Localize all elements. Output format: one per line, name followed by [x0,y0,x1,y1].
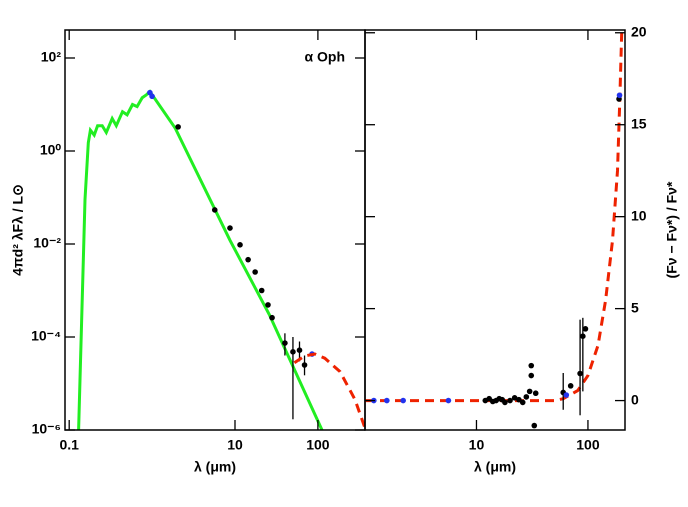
data-point [237,242,243,248]
y-tick-label: 20 [631,23,647,39]
data-point [523,394,530,400]
fit-curve [365,32,624,403]
x-axis-label: λ (μm) [474,459,516,475]
data-point [532,390,539,397]
data-point [400,397,406,404]
y-tick-label: 5 [631,299,639,315]
y-tick-label: 0 [631,391,639,407]
panel-frame [64,29,366,431]
data-point [445,397,452,404]
data-point [580,333,586,340]
data-point [290,349,296,355]
data-point [511,395,518,401]
data-point [252,269,258,275]
panel-frame [364,29,626,431]
data-point [175,124,181,130]
y-tick-label: 10 [631,207,647,223]
data-point [567,383,574,389]
data-point [528,372,535,379]
data-point [577,370,583,377]
x-tick-label: 10 [227,437,243,453]
y-tick-label: 10⁰ [40,142,62,158]
data-point [227,225,233,231]
plot-area [365,32,624,429]
y-tick-label: 10² [41,49,62,65]
y-tick-label: 10⁻² [33,235,61,251]
fit-curve [293,352,365,429]
panel: 10 100 0 5 10 15 20 λ (μm) (Fν − Fν*) / Fν* [364,23,680,475]
data-point [507,397,513,404]
data-point [282,340,288,346]
y-tick-label: 15 [631,115,647,131]
data-point [528,362,535,369]
data-point [582,326,589,332]
y-tick-label: 10⁻⁴ [31,328,61,344]
y-tick-label: 10⁻⁶ [32,421,61,437]
x-tick-label: 10 [469,437,485,453]
data-point [616,92,623,99]
x-tick-label: 100 [306,437,330,453]
model-line [77,89,324,430]
data-point [519,399,526,406]
data-point [384,397,390,404]
data-point [531,422,538,429]
x-tick-label: 100 [576,437,600,453]
panel: 0.1 10 100 10⁻⁶ 10⁻⁴ 10⁻² 10⁰ 10² λ (μm) 4πd² λFλ… [10,29,366,475]
data-point [265,302,271,308]
x-tick-label: 0.1 [59,437,79,453]
data-point [245,256,251,263]
data-point [149,93,155,100]
data-point [269,314,275,321]
data-point [301,362,308,368]
plot-area [77,89,365,430]
y-axis-label: (Fν − Fν*) / Fν* [664,181,680,278]
data-point [502,399,508,406]
data-point [258,287,265,294]
annotation: α Oph [305,49,346,65]
data-point [296,347,303,354]
data-point [526,388,533,395]
x-axis-label: λ (μm) [194,459,236,475]
y-axis-label: 4πd² λFλ / L⊙ [10,184,26,276]
data-point [211,207,218,213]
data-point [563,392,570,398]
data-point [516,396,522,403]
